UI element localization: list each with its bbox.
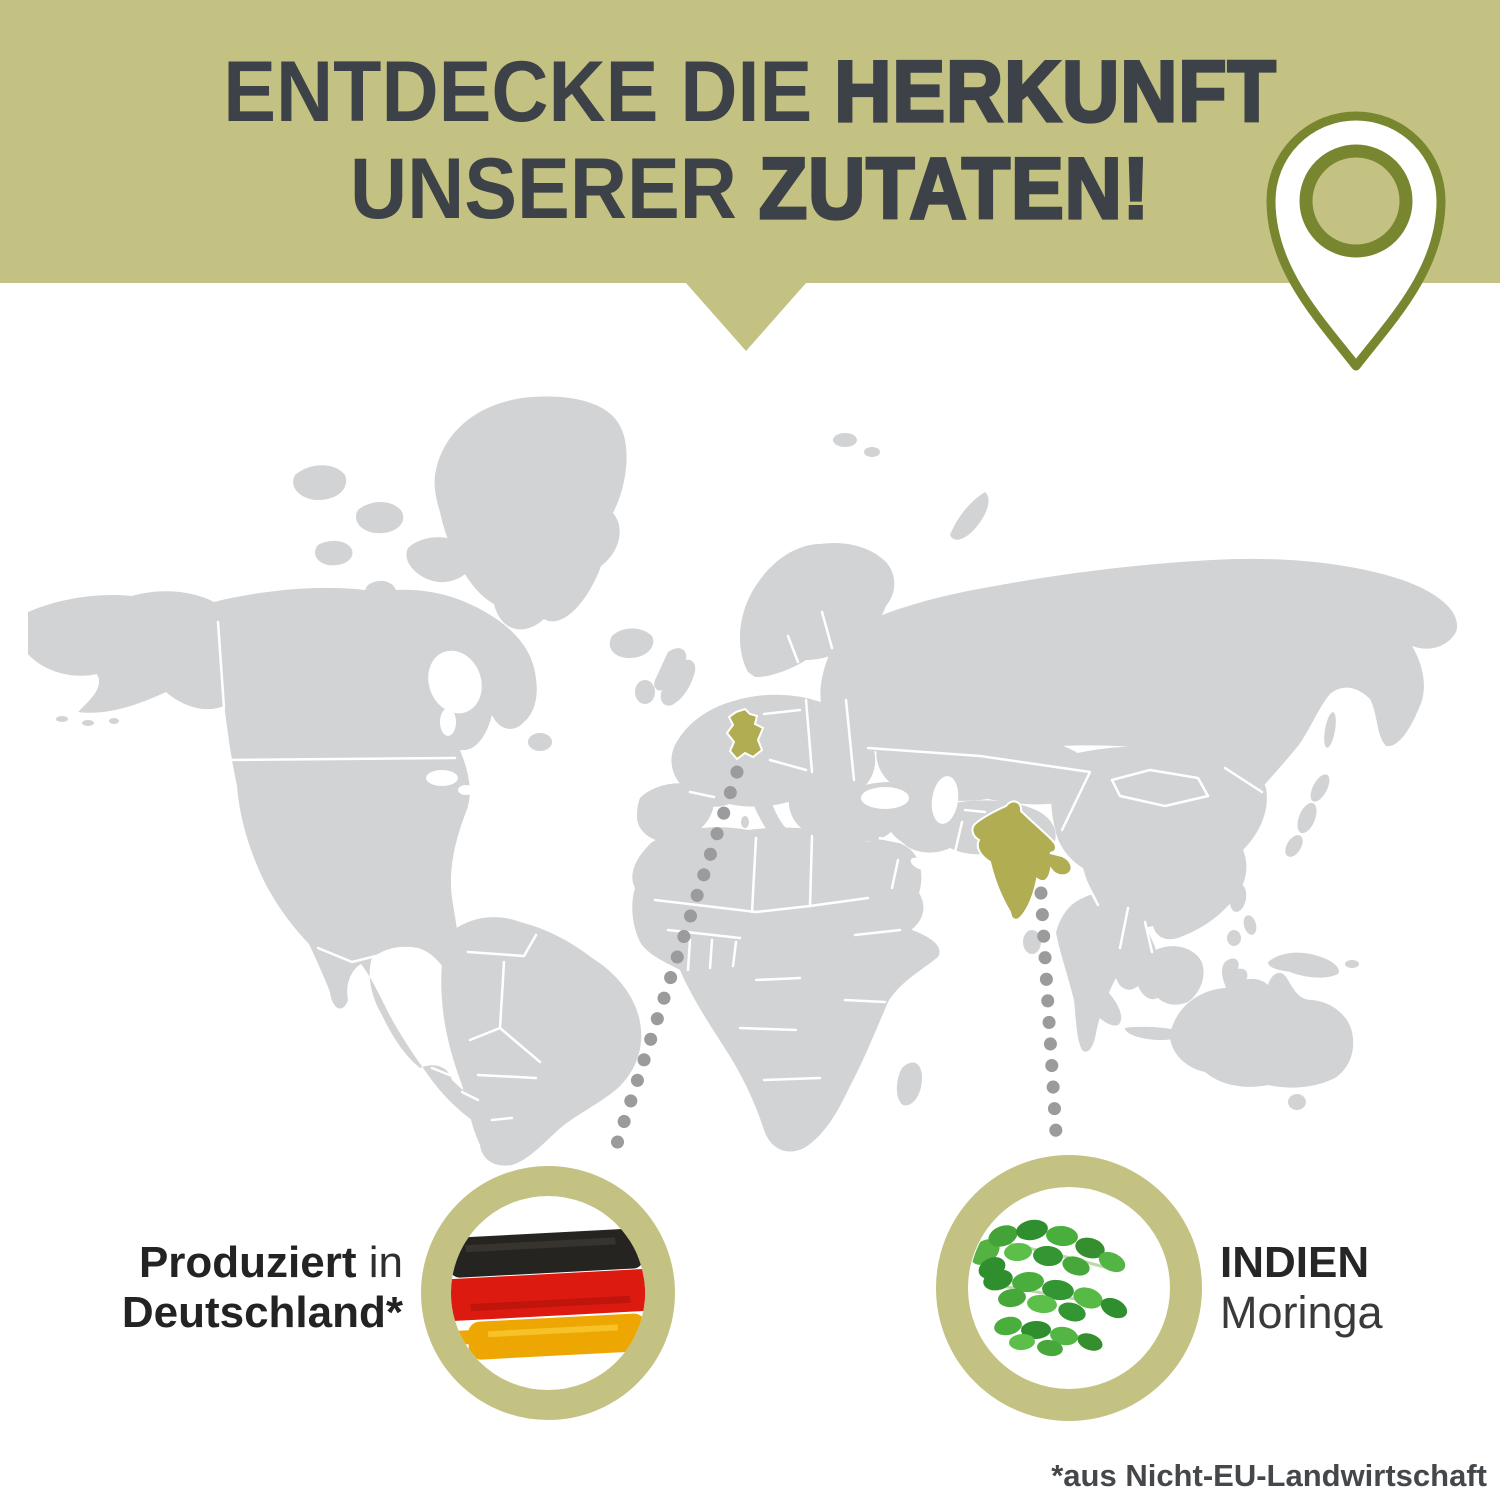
headline: ENTDECKE DIE HERKUNFT UNSERER ZUTATEN! [0, 42, 1500, 238]
headline-line2: UNSERER ZUTATEN! [60, 139, 1440, 238]
footnote: *aus Nicht-EU-Landwirtschaft [1051, 1458, 1487, 1493]
germany-origin-in: in [356, 1238, 403, 1287]
world-map [28, 396, 1458, 1166]
india-origin-ingredient: Moringa [1220, 1287, 1383, 1338]
headline-line1-regular: ENTDECKE DIE [223, 44, 835, 140]
dotted-line-germany [606, 765, 744, 1163]
headline-line2-regular: UNSERER [350, 141, 759, 237]
germany-origin-line1: Produziert in [122, 1238, 403, 1288]
headline-line1: ENTDECKE DIE HERKUNFT [60, 42, 1440, 141]
map-highlight-germany [725, 707, 765, 761]
banner-shape [0, 0, 1500, 351]
germany-flag-icon [421, 1166, 675, 1420]
location-pin-icon [1266, 111, 1446, 371]
india-origin-label: INDIEN Moringa [1220, 1238, 1383, 1338]
dotted-connectors [606, 765, 1064, 1163]
germany-origin-produced: Produziert [138, 1238, 357, 1287]
germany-origin-label: Produziert in Deutschland* [122, 1238, 403, 1338]
germany-origin-country: Deutschland* [121, 1288, 403, 1337]
headline-line1-bold: HERKUNFT [833, 42, 1278, 141]
headline-line2-bold: ZUTATEN! [757, 139, 1150, 238]
dotted-line-india [1034, 886, 1064, 1156]
map-highlight-india [971, 800, 1073, 921]
india-origin-country: INDIEN [1220, 1238, 1370, 1287]
moringa-leaves-icon [936, 1155, 1202, 1421]
